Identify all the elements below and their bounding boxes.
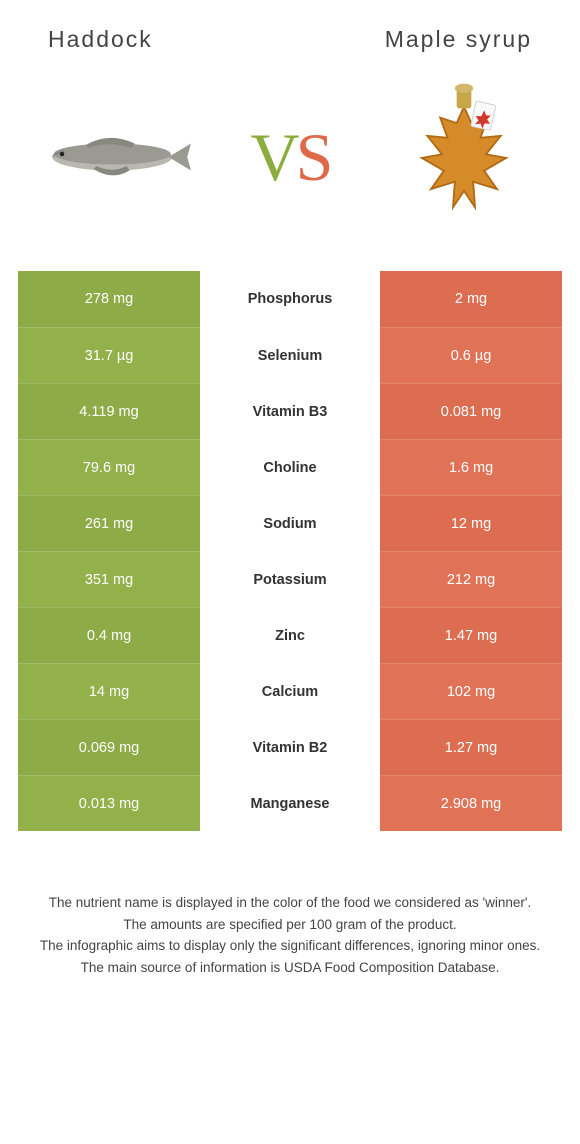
right-value: 1.47 mg (380, 607, 562, 663)
left-value: 79.6 mg (18, 439, 200, 495)
left-value: 261 mg (18, 495, 200, 551)
footnote-line: The amounts are specified per 100 gram o… (28, 915, 552, 935)
nutrient-name: Calcium (200, 663, 380, 719)
left-value: 4.119 mg (18, 383, 200, 439)
table-row: 31.7 µgSelenium0.6 µg (18, 327, 562, 383)
vs-label: VS (251, 118, 330, 197)
nutrient-name: Sodium (200, 495, 380, 551)
left-food-title: Haddock (48, 26, 153, 53)
footnote-line: The main source of information is USDA F… (28, 958, 552, 978)
nutrient-name: Vitamin B2 (200, 719, 380, 775)
left-value: 0.4 mg (18, 607, 200, 663)
left-value: 0.013 mg (18, 775, 200, 831)
right-value: 0.6 µg (380, 327, 562, 383)
table-row: 79.6 mgCholine1.6 mg (18, 439, 562, 495)
table-row: 14 mgCalcium102 mg (18, 663, 562, 719)
right-value: 0.081 mg (380, 383, 562, 439)
right-value: 2 mg (380, 271, 562, 327)
table-row: 351 mgPotassium212 mg (18, 551, 562, 607)
right-value: 212 mg (380, 551, 562, 607)
comparison-table: 278 mgPhosphorus2 mg31.7 µgSelenium0.6 µ… (18, 271, 562, 831)
footnote-line: The infographic aims to display only the… (28, 936, 552, 956)
left-value: 278 mg (18, 271, 200, 327)
nutrient-name: Phosphorus (200, 271, 380, 327)
right-value: 2.908 mg (380, 775, 562, 831)
vs-v: V (251, 119, 296, 195)
nutrient-name: Manganese (200, 775, 380, 831)
table-row: 278 mgPhosphorus2 mg (18, 271, 562, 327)
vs-s: S (296, 119, 330, 195)
left-value: 351 mg (18, 551, 200, 607)
header: Haddock Maple syrup (0, 0, 580, 71)
nutrient-name: Selenium (200, 327, 380, 383)
nutrient-name: Choline (200, 439, 380, 495)
left-value: 0.069 mg (18, 719, 200, 775)
right-value: 1.6 mg (380, 439, 562, 495)
nutrient-name: Potassium (200, 551, 380, 607)
image-row: VS (0, 71, 580, 271)
haddock-image (36, 77, 196, 237)
right-food-title: Maple syrup (385, 26, 532, 53)
right-value: 12 mg (380, 495, 562, 551)
right-value: 1.27 mg (380, 719, 562, 775)
footnotes: The nutrient name is displayed in the co… (0, 831, 580, 977)
nutrient-name: Vitamin B3 (200, 383, 380, 439)
table-row: 261 mgSodium12 mg (18, 495, 562, 551)
nutrient-name: Zinc (200, 607, 380, 663)
table-row: 0.013 mgManganese2.908 mg (18, 775, 562, 831)
left-value: 14 mg (18, 663, 200, 719)
right-value: 102 mg (380, 663, 562, 719)
table-row: 0.069 mgVitamin B21.27 mg (18, 719, 562, 775)
footnote-line: The nutrient name is displayed in the co… (28, 893, 552, 913)
left-value: 31.7 µg (18, 327, 200, 383)
table-row: 4.119 mgVitamin B30.081 mg (18, 383, 562, 439)
table-row: 0.4 mgZinc1.47 mg (18, 607, 562, 663)
maple-syrup-image (384, 77, 544, 237)
